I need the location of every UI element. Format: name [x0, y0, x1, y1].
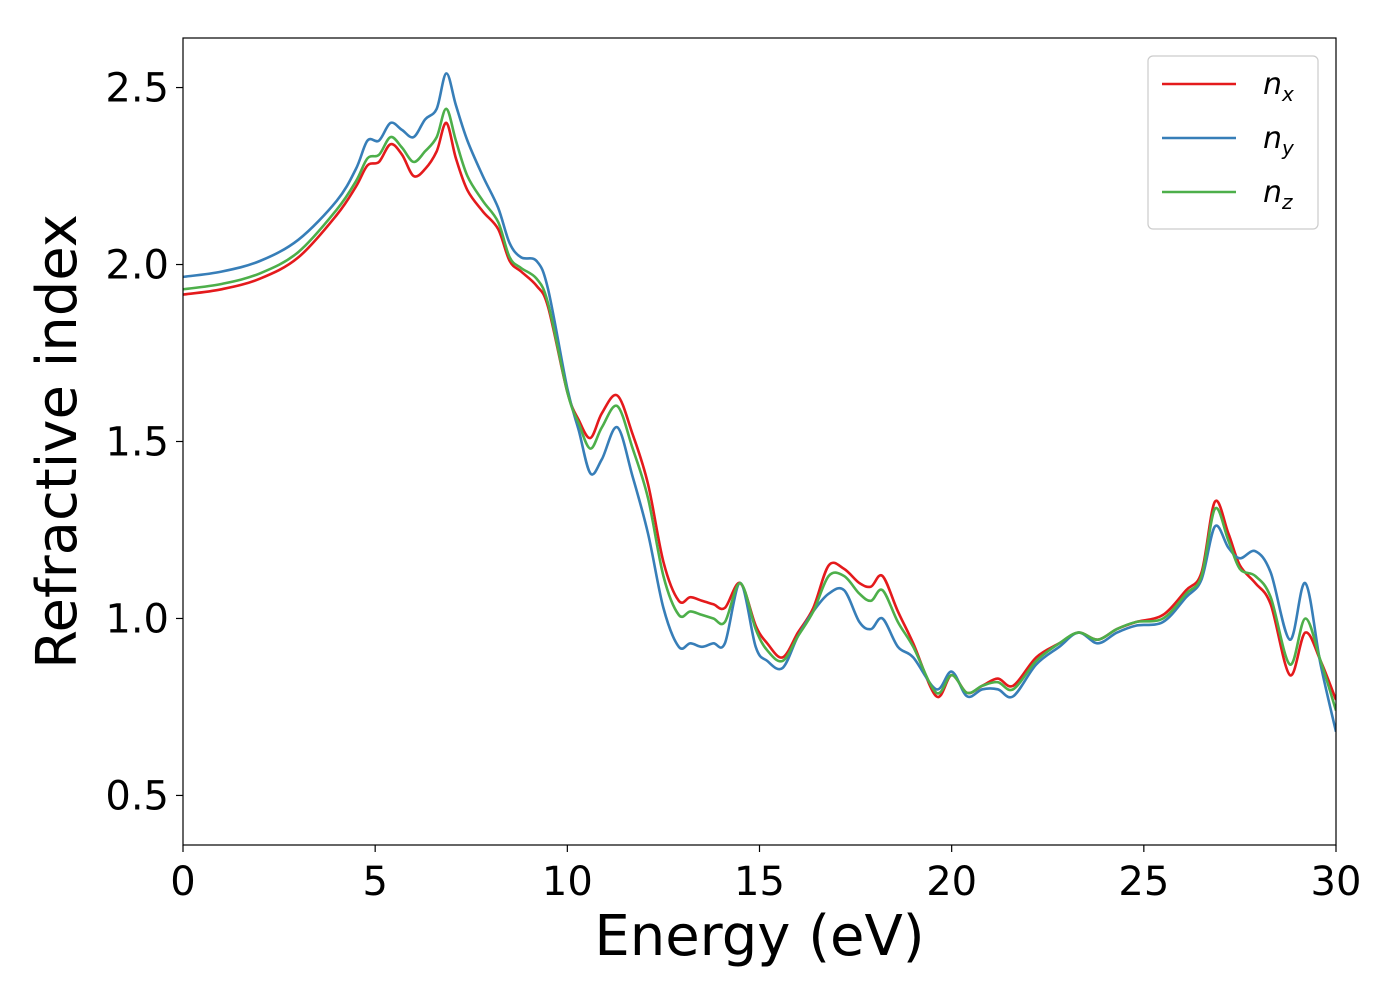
series-lines [183, 72, 1336, 732]
y-tick-label: 0.5 [105, 773, 169, 819]
x-tick-label: 30 [1311, 859, 1362, 905]
x-tick-label: 0 [170, 859, 195, 905]
series-line-n-y [183, 72, 1336, 732]
series-line-n-z [183, 107, 1336, 711]
y-axis-ticks: 0.5 1.0 1.5 2.0 2.5 [105, 66, 183, 819]
x-tick-label: 20 [926, 859, 977, 905]
y-tick-label: 1.0 [105, 596, 169, 642]
x-tick-label: 10 [542, 859, 593, 905]
x-tick-label: 15 [734, 859, 785, 905]
legend-label-n-x: nx [1263, 67, 1294, 106]
y-tick-label: 2.5 [105, 66, 169, 112]
y-tick-label: 2.0 [105, 243, 169, 289]
legend: nx ny nz [1147, 55, 1319, 230]
x-tick-label: 25 [1118, 859, 1169, 905]
x-axis-title: Energy (eV) [594, 904, 924, 969]
y-tick-label: 1.5 [105, 420, 169, 466]
x-tick-label: 5 [362, 859, 387, 905]
y-axis-title: Refractive index [25, 214, 90, 669]
legend-box [1147, 55, 1319, 230]
x-axis-ticks: 0 5 10 15 20 25 30 [170, 845, 1361, 905]
legend-label-n-y: ny [1263, 121, 1295, 160]
legend-label-n-z: nz [1263, 175, 1293, 214]
